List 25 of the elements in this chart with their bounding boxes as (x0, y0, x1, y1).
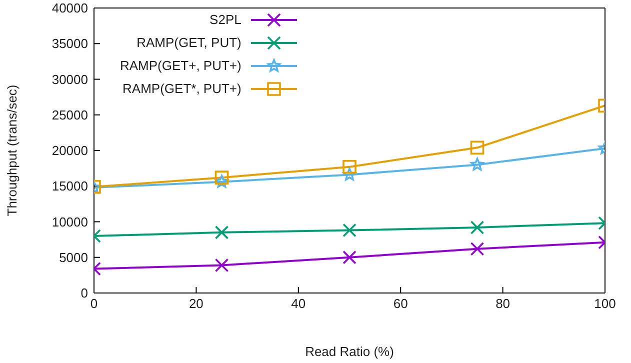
legend-label: RAMP(GET, PUT) (136, 35, 242, 50)
x-tick-label: 40 (291, 296, 306, 312)
y-tick-label: 0 (80, 286, 88, 301)
y-tick-label: 30000 (52, 72, 88, 87)
y-tick-label: 20000 (52, 143, 88, 158)
x-axis-title: Read Ratio (%) (305, 344, 394, 360)
y-tick-label: 10000 (52, 214, 88, 230)
point (342, 160, 356, 174)
y-tick-label: 5000 (59, 250, 88, 265)
legend-label: RAMP(GET*, PUT+) (122, 81, 242, 96)
y-axis-title: Throughput (trans/sec) (4, 84, 20, 216)
point (342, 250, 356, 264)
legend-label: RAMP(GET+, PUT+) (120, 58, 242, 73)
y-tick-label: 15000 (52, 178, 88, 194)
point (342, 168, 356, 180)
x-tick-label: 20 (188, 296, 204, 312)
point (342, 223, 356, 238)
x-tick-label: 60 (393, 296, 408, 312)
y-tick-label: 40000 (52, 0, 88, 16)
x-tick-label: 0 (90, 296, 98, 312)
y-tick-label: 35000 (52, 36, 88, 52)
x-tick-label: 100 (594, 296, 616, 312)
x-tick-label: 80 (496, 296, 510, 312)
y-tick-label: 25000 (52, 107, 88, 122)
legend-label: S2PL (210, 12, 242, 27)
